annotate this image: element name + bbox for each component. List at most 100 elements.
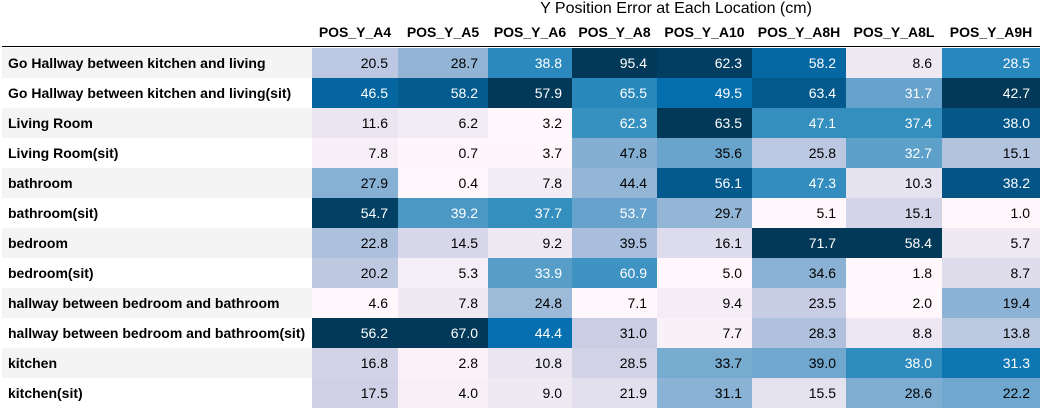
table-row: Go Hallway between kitchen and living 20.…: [0, 48, 1040, 78]
heatmap-cell: 31.1: [657, 378, 752, 408]
heatmap-cell: 62.3: [657, 48, 752, 78]
heatmap-cell: 25.8: [752, 138, 846, 168]
table-row: bathroom 27.9 0.4 7.8 44.4 56.1 47.3 10.3 38.2: [0, 168, 1040, 198]
heatmap-cell: 60.9: [572, 258, 657, 288]
heatmap-cell: 31.3: [942, 348, 1040, 378]
heatmap-cell: 53.7: [572, 198, 657, 228]
heatmap-cell: 9.0: [488, 378, 572, 408]
heatmap-cell: 1.8: [846, 258, 942, 288]
heatmap-cell: 28.5: [572, 348, 657, 378]
column-header: POS_Y_A4: [318, 24, 392, 40]
heatmap-cell: 65.5: [572, 78, 657, 108]
heatmap-cell: 16.8: [312, 348, 398, 378]
table-row: hallway between bedroom and bathroom 4.6 7…: [0, 288, 1040, 318]
heatmap-cell: 39.2: [398, 198, 488, 228]
heatmap-cell: 0.4: [398, 168, 488, 198]
heatmap-cell: 31.0: [572, 318, 657, 348]
heatmap-cell: 63.4: [752, 78, 846, 108]
heatmap-cell: 7.1: [572, 288, 657, 318]
heatmap-cell: 63.5: [657, 108, 752, 138]
heatmap-cell: 58.4: [846, 228, 942, 258]
column-header: POS_Y_A9H: [949, 24, 1033, 40]
heatmap-cell: 56.2: [312, 318, 398, 348]
heatmap-cell: 33.9: [488, 258, 572, 288]
heatmap-cell: 28.3: [752, 318, 846, 348]
heatmap-cell: 46.5: [312, 78, 398, 108]
column-header: POS_Y_A8L: [853, 24, 935, 40]
heatmap-cell: 10.8: [488, 348, 572, 378]
heatmap-cell: 5.0: [657, 258, 752, 288]
heatmap-cell: 22.2: [942, 378, 1040, 408]
table-row: hallway between bedroom and bathroom(sit…: [0, 318, 1040, 348]
heatmap-cell: 1.0: [942, 198, 1040, 228]
table-row: Go Hallway between kitchen and living(si…: [0, 78, 1040, 108]
heatmap-cell: 7.8: [488, 168, 572, 198]
heatmap-cell: 15.5: [752, 378, 846, 408]
heatmap-cell: 6.2: [398, 108, 488, 138]
table-row: Living Room 11.6 6.2 3.2 62.3 63.5 47.1 37.4 38.…: [0, 108, 1040, 138]
heatmap-cell: 39.0: [752, 348, 846, 378]
column-header: POS_Y_A10: [664, 24, 745, 40]
row-label: Go Hallway between kitchen and living: [2, 48, 312, 78]
chart-title: Y Position Error at Each Location (cm): [540, 0, 812, 17]
heatmap-cell: 23.5: [752, 288, 846, 318]
heatmap-cell: 5.7: [942, 228, 1040, 258]
heatmap-cell: 8.7: [942, 258, 1040, 288]
heatmap-cell: 9.4: [657, 288, 752, 318]
heatmap-cell: 5.1: [752, 198, 846, 228]
heatmap-cell: 47.3: [752, 168, 846, 198]
heatmap-cell: 37.7: [488, 198, 572, 228]
table-row: Living Room(sit) 7.8 0.7 3.7 47.8 35.6 25.8 32.…: [0, 138, 1040, 168]
heatmap-cell: 49.5: [657, 78, 752, 108]
row-label: bathroom(sit): [8, 205, 99, 221]
row-label: bathroom: [2, 168, 312, 198]
heatmap-cell: 3.2: [488, 108, 572, 138]
heatmap-cell: 27.9: [312, 168, 398, 198]
heatmap-cell: 20.2: [312, 258, 398, 288]
heatmap-cell: 58.2: [752, 48, 846, 78]
heatmap-cell: 38.0: [846, 348, 942, 378]
heatmap-cell: 28.6: [846, 378, 942, 408]
heatmap-cell: 44.4: [488, 318, 572, 348]
row-label: Go Hallway between kitchen and living(si…: [8, 85, 292, 101]
heatmap-cell: 7.7: [657, 318, 752, 348]
column-header: POS_Y_A8H: [757, 24, 841, 40]
heatmap-cell: 67.0: [398, 318, 488, 348]
heatmap-cell: 39.5: [572, 228, 657, 258]
heatmap-cell: 5.3: [398, 258, 488, 288]
heatmap-cell: 9.2: [488, 228, 572, 258]
table-row: kitchen(sit) 17.5 4.0 9.0 21.9 31.1 15.5 28.6 22…: [0, 378, 1040, 408]
heatmap-cell: 56.1: [657, 168, 752, 198]
heatmap-cell: 7.8: [398, 288, 488, 318]
heatmap-cell: 4.0: [398, 378, 488, 408]
heatmap-cell: 28.5: [942, 48, 1040, 78]
heatmap-cell: 47.1: [752, 108, 846, 138]
heatmap-cell: 17.5: [312, 378, 398, 408]
heatmap-cell: 44.4: [572, 168, 657, 198]
heatmap-cell: 24.8: [488, 288, 572, 318]
header-divider: [2, 46, 1040, 47]
heatmap-cell: 4.6: [312, 288, 398, 318]
heatmap-cell: 2.0: [846, 288, 942, 318]
table-row: bedroom 22.8 14.5 9.2 39.5 16.1 71.7 58.4 5.7: [0, 228, 1040, 258]
table-row: bedroom(sit) 20.2 5.3 33.9 60.9 5.0 34.6 1.8 8.7: [0, 258, 1040, 288]
heatmap-cell: 14.5: [398, 228, 488, 258]
column-header: POS_Y_A6: [493, 24, 567, 40]
heatmap-cell: 15.1: [846, 198, 942, 228]
heatmap-cell: 8.8: [846, 318, 942, 348]
heatmap-cell: 62.3: [572, 108, 657, 138]
heatmap-cell: 54.7: [312, 198, 398, 228]
heatmap-cell: 32.7: [846, 138, 942, 168]
heatmap-cell: 28.7: [398, 48, 488, 78]
heatmap-cell: 15.1: [942, 138, 1040, 168]
heatmap-cell: 58.2: [398, 78, 488, 108]
row-label: Living Room: [2, 108, 312, 138]
heatmap-cell: 47.8: [572, 138, 657, 168]
column-headers: POS_Y_A4 POS_Y_A5 POS_Y_A6 POS_Y_A8 POS_Y_A1…: [312, 18, 1040, 46]
heatmap-cell: 3.7: [488, 138, 572, 168]
heatmap-cell: 7.8: [312, 138, 398, 168]
row-label: hallway between bedroom and bathroom(sit…: [8, 325, 306, 341]
heatmap-cell: 38.2: [942, 168, 1040, 198]
heatmap-cell: 38.8: [488, 48, 572, 78]
row-label: hallway between bedroom and bathroom: [2, 288, 312, 318]
